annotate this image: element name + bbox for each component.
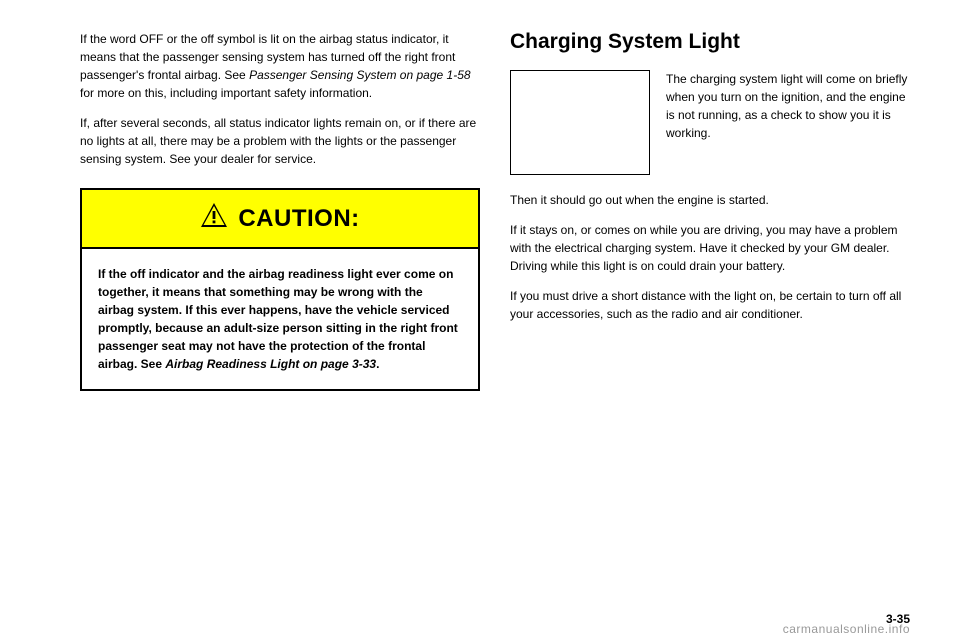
- right-paragraph-1: Then it should go out when the engine is…: [510, 191, 910, 209]
- caution-box: CAUTION: If the off indicator and the ai…: [80, 188, 480, 391]
- section-heading: Charging System Light: [510, 30, 910, 54]
- left-para1-ref: Passenger Sensing System on page 1-58: [249, 68, 470, 82]
- charging-light-image: [510, 70, 650, 175]
- image-caption: The charging system light will come on b…: [666, 70, 910, 142]
- caution-body-ref: Airbag Readiness Light on page 3-33: [165, 357, 376, 371]
- image-text-row: The charging system light will come on b…: [510, 70, 910, 175]
- caution-title: CAUTION:: [238, 205, 359, 233]
- right-paragraph-2: If it stays on, or comes on while you ar…: [510, 221, 910, 275]
- watermark: carmanualsonline.info: [783, 622, 910, 636]
- caution-body: If the off indicator and the airbag read…: [82, 249, 478, 389]
- right-paragraph-3: If you must drive a short distance with …: [510, 287, 910, 323]
- left-paragraph-1: If the word OFF or the off symbol is lit…: [80, 30, 480, 102]
- caution-header: CAUTION:: [82, 190, 478, 249]
- left-para1-suffix: for more on this, including important sa…: [80, 86, 372, 100]
- left-paragraph-2: If, after several seconds, all status in…: [80, 114, 480, 168]
- caution-body-prefix: If the off indicator and the airbag read…: [98, 267, 458, 371]
- warning-icon: [200, 202, 228, 235]
- caution-body-suffix: .: [376, 357, 379, 371]
